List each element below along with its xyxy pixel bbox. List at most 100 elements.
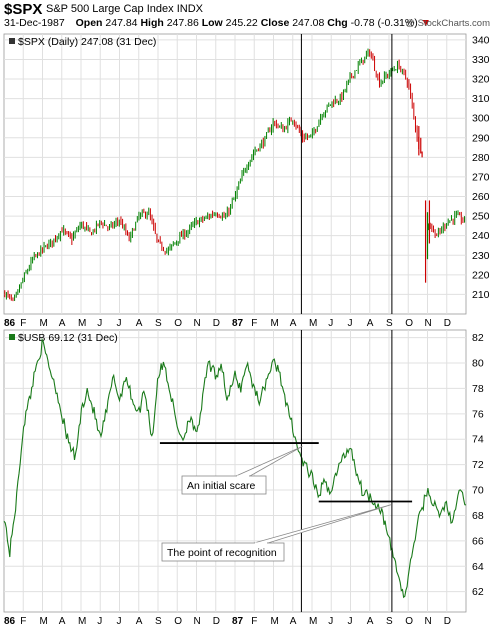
spx-x-tick-label: A: [136, 318, 143, 329]
spx-y-tick-label: 220: [472, 269, 490, 281]
spx-x-tick-label: J: [348, 318, 353, 329]
spx-x-tick-label: A: [59, 318, 66, 329]
spx-y-tick-label: 300: [472, 113, 490, 125]
spx-x-tick-label: O: [174, 318, 182, 329]
chg-label: Chg: [327, 17, 348, 29]
index-description: S&P 500 Large Cap Index INDX: [46, 3, 203, 15]
spx-x-tick-label: D: [444, 318, 451, 329]
spx-legend-swatch: [9, 38, 15, 44]
usb-x-tick-label: F: [251, 616, 257, 627]
usb-x-tick-label: J: [328, 616, 333, 627]
spx-x-tick-label: M: [40, 318, 48, 329]
usb-y-tick-label: 82: [472, 332, 484, 344]
initial-scare-callout-text: An initial scare: [187, 480, 255, 492]
spx-y-tick-label: 230: [472, 250, 490, 262]
spx-y-tick-label: 320: [472, 74, 490, 86]
spx-panel: 210 220 230 240 250 260 270 280 290 300 310 320 330 3…: [3, 33, 490, 329]
close-label: Close: [260, 17, 290, 29]
initial-scare-callout: An initial scare: [181, 445, 303, 495]
usb-x-tick-label: D: [213, 616, 220, 627]
spx-x-tick-label: A: [290, 318, 297, 329]
spx-x-tick-label: A: [367, 318, 374, 329]
exchange-label: INDX: [176, 3, 203, 15]
spx-y-tick-label: 340: [472, 34, 490, 46]
usb-x-tick-label: J: [117, 616, 122, 627]
usb-legend: $USB 69.12 (31 Dec): [18, 332, 118, 344]
spx-y-tick-label: 270: [472, 171, 490, 183]
usb-series-line: [3, 337, 467, 599]
recognition-callout-box: [161, 542, 285, 562]
spx-x-tick-label: F: [20, 318, 26, 329]
usb-x-tick-label: F: [20, 616, 26, 627]
spx-legend: $SPX (Daily) 247.08 (31 Dec): [18, 36, 156, 48]
usb-x-tick-label: J: [348, 616, 353, 627]
spx-y-tick-label: 260: [472, 191, 490, 203]
spx-x-tick-label: S: [386, 318, 393, 329]
chg-value: -0.78 (-0.31%): [350, 17, 418, 29]
usb-y-tick-label: 76: [472, 408, 484, 420]
usb-x-tick-label: A: [136, 616, 143, 627]
usb-x-tick-label: M: [271, 616, 279, 627]
usb-x-tick-label: A: [367, 616, 374, 627]
chart-header: $SPX S&P 500 Large Cap Index INDX 31-Dec…: [0, 0, 496, 34]
spx-y-tick-label: 310: [472, 93, 490, 105]
usb-x-tick-label: O: [174, 616, 182, 627]
recognition-callout-text: The point of recognition: [167, 547, 277, 559]
usb-y-tick-label: 74: [472, 434, 484, 446]
spx-y-tick-label: 240: [472, 230, 490, 242]
usb-x-tick-label: 87: [232, 616, 244, 627]
down-arrow-icon: ▼: [420, 17, 432, 29]
usb-x-tick-label: S: [386, 616, 393, 627]
stockcharts-watermark: @ StockCharts.com: [405, 18, 490, 29]
low-value: 245.22: [225, 17, 258, 29]
usb-legend-swatch: [9, 334, 15, 340]
usb-x-tick-label: O: [405, 616, 413, 627]
initial-scare-callout-box: [181, 475, 267, 495]
usb-x-tick-label: 86: [4, 616, 16, 627]
high-label: High: [140, 17, 164, 29]
usb-y-tick-label: 66: [472, 535, 484, 547]
spx-x-tick-label: O: [405, 318, 413, 329]
spx-x-tick-label: N: [425, 318, 432, 329]
usb-x-tick-label: M: [78, 616, 86, 627]
spx-x-tick-label: M: [271, 318, 279, 329]
spx-x-tick-label: N: [194, 318, 201, 329]
spx-x-tick-label: J: [97, 318, 102, 329]
spx-y-tick-label: 290: [472, 132, 490, 144]
spx-y-tick-label: 330: [472, 54, 490, 66]
quote-line: 31-Dec-1987 Open 247.84 High 247.86 Low …: [4, 17, 431, 29]
usb-y-tick-label: 80: [472, 358, 484, 370]
usb-x-tick-label: M: [40, 616, 48, 627]
spx-y-tick-label: 280: [472, 152, 490, 164]
open-label: Open: [75, 17, 103, 29]
spx-x-tick-label: M: [78, 318, 86, 329]
usb-y-tick-label: 62: [472, 586, 484, 598]
index-name: S&P 500 Large Cap Index: [46, 3, 174, 15]
close-value: 247.08: [292, 17, 325, 29]
spx-y-tick-label: 250: [472, 211, 490, 223]
spx-x-tick-label: M: [309, 318, 317, 329]
usb-x-tick-label: J: [97, 616, 102, 627]
usb-x-tick-label: N: [425, 616, 432, 627]
recognition-callout: The point of recognition: [161, 504, 392, 562]
spx-y-tick-label: 210: [472, 289, 490, 301]
usb-y-tick-label: 64: [472, 561, 484, 573]
high-value: 247.86: [166, 17, 199, 29]
spx-x-tick-label: S: [155, 318, 162, 329]
annotation-layer: An initial scare The point of recognition: [161, 34, 393, 612]
open-value: 247.84: [105, 17, 138, 29]
spx-x-tick-label: F: [251, 318, 257, 329]
usb-x-tick-label: S: [155, 616, 162, 627]
spx-x-tick-label: J: [328, 318, 333, 329]
quote-date: 31-Dec-1987: [4, 17, 65, 29]
spx-x-tick-label: 87: [232, 318, 244, 329]
usb-x-tick-label: N: [194, 616, 201, 627]
usb-x-tick-label: A: [59, 616, 66, 627]
usb-y-tick-label: 78: [472, 383, 484, 395]
usb-y-tick-label: 68: [472, 510, 484, 522]
usb-x-tick-label: A: [290, 616, 297, 627]
spx-x-tick-label: D: [213, 318, 220, 329]
usb-y-tick-label: 72: [472, 459, 484, 471]
